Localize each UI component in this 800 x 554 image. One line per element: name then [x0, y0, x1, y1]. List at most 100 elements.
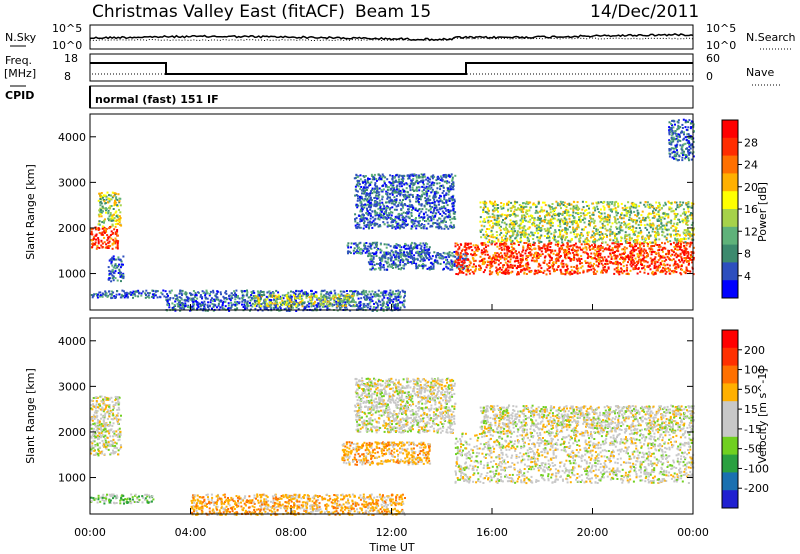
- power-cell-230: [114, 223, 117, 226]
- power-cell-1498: [279, 301, 282, 304]
- power-cell-4830: [575, 222, 578, 225]
- power-cell-3621: [653, 257, 656, 260]
- power-cell-1445: [339, 303, 342, 305]
- power-cell-1284: [320, 293, 323, 296]
- power-cell-3553: [568, 256, 571, 259]
- power-cell-332: [110, 280, 113, 283]
- power-cell-2953: [631, 256, 634, 259]
- power-cell-188: [118, 215, 121, 218]
- power-cell-8: [115, 246, 118, 249]
- power-cell-2130: [408, 251, 411, 254]
- power-cell-2205: [416, 250, 419, 253]
- power-cell-876: [242, 294, 245, 297]
- power-cell-3414: [684, 272, 687, 275]
- power-cell-4104: [641, 210, 644, 213]
- power-cell-3491: [509, 254, 512, 257]
- power-cell-4626: [505, 235, 507, 238]
- power-cell-4398: [544, 230, 547, 232]
- power-cell-4030: [678, 234, 681, 237]
- power-cell-343: [111, 256, 114, 259]
- power-cell-1382: [367, 296, 370, 299]
- power-cell-813: [389, 289, 392, 292]
- power-cell-4546: [572, 226, 575, 229]
- power-cell-1141: [330, 292, 333, 295]
- power-cell-1669: [277, 297, 280, 300]
- power-cell-1661: [290, 301, 293, 304]
- power-cell-1666: [336, 305, 339, 308]
- power-cell-1967: [397, 264, 400, 267]
- power-cell-2860: [573, 266, 576, 268]
- power-cell-1205: [275, 289, 278, 292]
- power-cell-1528: [343, 294, 346, 297]
- power-cell-2037: [460, 266, 463, 269]
- power-cell-693: [230, 295, 233, 298]
- power-cell-2480: [671, 253, 674, 256]
- power-cell-225: [108, 198, 111, 200]
- power-cell-2075: [375, 251, 378, 254]
- power-cell-476: [399, 306, 402, 309]
- power-cell-3571: [543, 259, 546, 262]
- power-cell-1523: [255, 300, 258, 303]
- power-cell-3494: [663, 263, 666, 266]
- power-cell-464: [146, 292, 149, 295]
- power-cell-2257: [668, 264, 671, 267]
- power-cell-1665: [313, 295, 316, 297]
- power-cell-3549: [637, 267, 640, 270]
- power-cell-2412: [471, 265, 474, 268]
- power-cell-961: [206, 297, 209, 300]
- power-cell-2779: [480, 267, 482, 270]
- power-cell-1816: [405, 247, 408, 250]
- power-cell-3269: [634, 242, 637, 245]
- power-cell-2832: [472, 244, 475, 247]
- power-cell-213: [98, 192, 101, 195]
- power-cell-2193: [449, 264, 452, 267]
- power-cell-1185: [273, 306, 276, 309]
- power-cell-1606: [334, 296, 337, 299]
- power-cell-3465: [686, 269, 689, 272]
- power-cell-2149: [422, 265, 425, 268]
- power-cell-2260: [456, 261, 459, 264]
- power-cell-4476: [505, 240, 508, 243]
- power-cell-1265: [220, 293, 222, 296]
- power-cell-406: [110, 293, 113, 296]
- power-cell-1079: [295, 299, 297, 302]
- power-cell-2512: [509, 263, 512, 266]
- power-cell-3292: [593, 272, 596, 275]
- power-cell-3556: [480, 242, 483, 245]
- power-cell-3522: [480, 259, 483, 262]
- power-cell-2865: [557, 265, 560, 267]
- power-cell-3208: [464, 242, 467, 245]
- power-cell-1546: [329, 296, 332, 299]
- power-cell-3882: [665, 224, 668, 227]
- power-cell-268: [103, 199, 105, 201]
- power-cell-1489: [346, 294, 349, 297]
- power-cell-2261: [607, 255, 610, 258]
- power-cell-4256: [496, 234, 499, 237]
- power-cell-4465: [630, 202, 633, 205]
- noise-right-label: N.Search: [746, 31, 796, 44]
- power-cell-2156: [452, 254, 455, 257]
- power-cell-2406: [685, 257, 688, 259]
- power-cell-4279: [601, 241, 604, 244]
- noise-left-tick-top: 10^5: [52, 22, 82, 35]
- power-cell-1310: [265, 307, 268, 309]
- power-cell-1089: [335, 303, 338, 306]
- power-cell-819: [244, 299, 246, 301]
- power-cell-3289: [576, 267, 579, 270]
- power-cell-4895: [673, 222, 676, 225]
- power-cell-4110: [589, 215, 591, 217]
- power-cell-2139: [434, 259, 436, 262]
- power-cell-3648: [670, 226, 673, 229]
- power-cell-422: [163, 295, 166, 298]
- power-cell-3304: [605, 259, 607, 262]
- power-cell-3476: [654, 260, 657, 263]
- power-cell-1406: [291, 302, 294, 305]
- power-cell-4373: [655, 201, 658, 204]
- power-cell-1340: [371, 300, 374, 303]
- power-cell-3090: [632, 260, 635, 263]
- power-cell-4836: [600, 212, 603, 215]
- power-cell-4909: [488, 228, 491, 231]
- power-cell-1254: [227, 307, 230, 310]
- power-cell-4801: [532, 238, 535, 240]
- power-cell-889: [387, 293, 390, 296]
